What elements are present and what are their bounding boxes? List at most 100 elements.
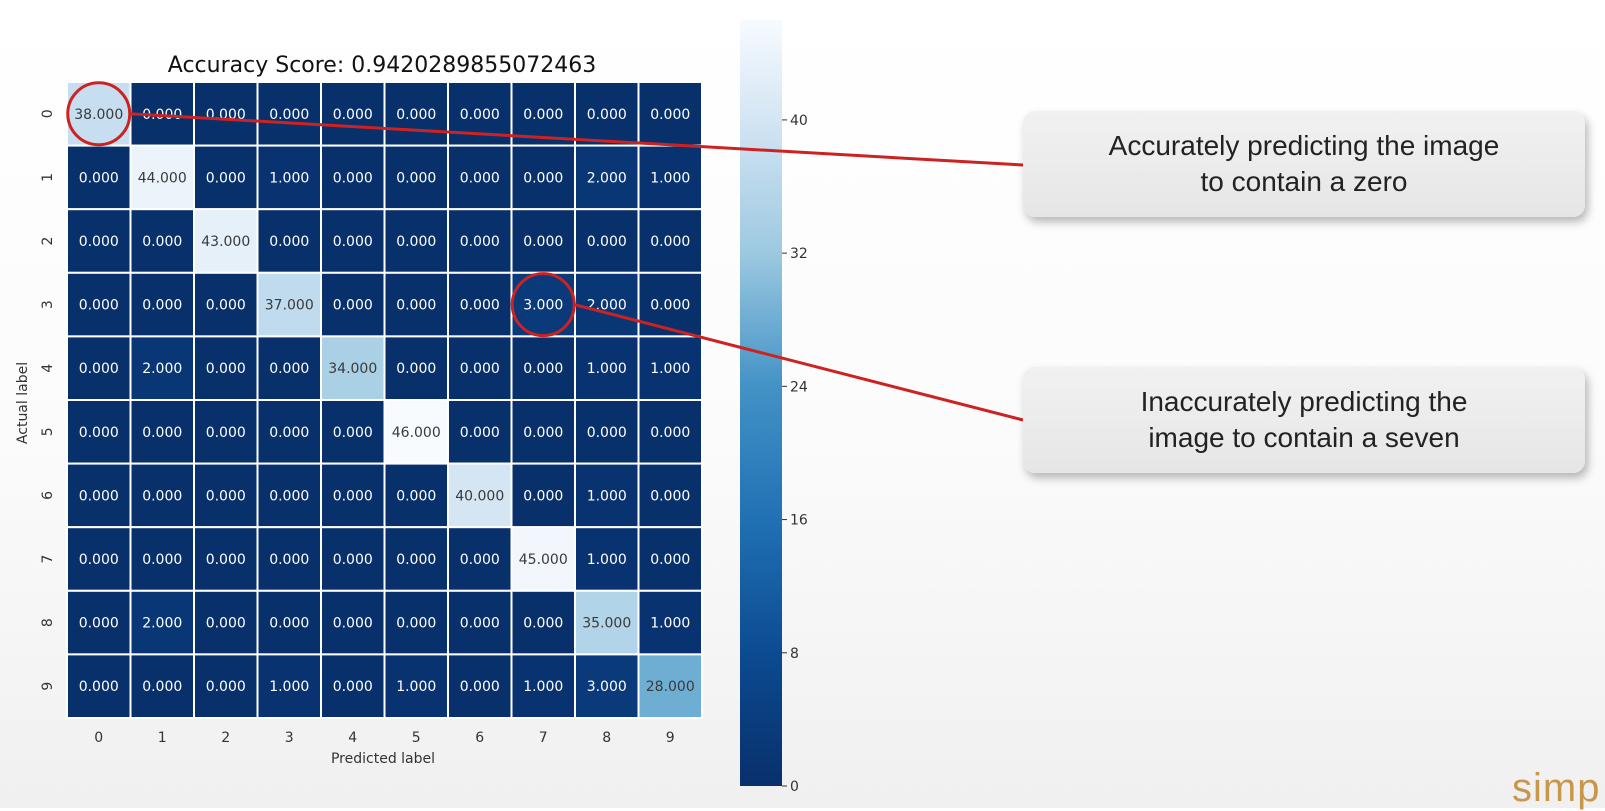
heatmap-cell-2-9 [637,208,703,274]
colorbar [740,20,782,786]
heatmap-cell-1-4 [320,144,386,211]
callout-incorrect-seven-text: Inaccurately predicting the image to con… [1140,386,1468,453]
cell-value-3-8: 2.000 [587,298,627,314]
heatmap-cell-9-1 [129,653,195,720]
cell-value-9-4: 0.000 [333,679,373,695]
cell-value-2-9: 0.000 [650,234,690,250]
x-tick-label: 6 [475,730,484,746]
heatmap-cell-0-7 [510,81,576,147]
cell-value-6-3: 0.000 [269,488,309,504]
cell-value-1-5: 0.000 [396,170,436,186]
cell-value-3-4: 0.000 [333,298,373,314]
cell-value-7-1: 0.000 [142,552,182,568]
heatmap-cell-1-6 [447,144,513,211]
cell-value-4-7: 0.000 [523,361,563,377]
heatmap-cell-6-9 [637,462,703,529]
heatmap-cell-1-7 [510,144,576,211]
heatmap-cell-5-9 [637,399,703,465]
cell-value-7-7: 45.000 [519,552,568,568]
cell-value-9-5: 1.000 [396,679,436,695]
heatmap-cell-1-2 [193,144,259,211]
y-tick-label: 8 [40,618,56,627]
heatmap-cell-0-9 [637,81,703,147]
heatmap-cell-1-5 [383,144,449,211]
colorbar-tick-label: 8 [790,646,799,662]
cell-value-2-0: 0.000 [79,234,119,250]
heatmap-cell-7-7 [510,526,576,592]
cell-value-9-6: 0.000 [460,679,500,695]
cell-value-7-9: 0.000 [650,552,690,568]
cell-value-0-8: 0.000 [587,107,627,123]
annotations [66,81,1024,422]
cell-value-8-3: 0.000 [269,616,309,632]
colorbar-tick-label: 0 [790,779,799,795]
heatmap-cell-4-0 [66,335,132,401]
heatmap-cell-2-2 [193,208,259,274]
cell-value-1-1: 44.000 [138,170,187,186]
heatmap-cell-6-4 [320,462,386,529]
heatmap-cell-2-4 [320,208,386,274]
heatmap-cell-6-1 [129,462,195,529]
cell-value-7-5: 0.000 [396,552,436,568]
cell-value-2-8: 0.000 [587,234,627,250]
cell-value-2-7: 0.000 [523,234,563,250]
heatmap-cell-5-8 [574,399,640,465]
cell-value-5-7: 0.000 [523,425,563,441]
heatmap-cell-8-6 [447,589,513,656]
heatmap-cell-9-2 [193,653,259,720]
x-tick-label: 0 [94,730,103,746]
heatmap-cell-4-8 [574,335,640,401]
heatmap-cell-2-5 [383,208,449,274]
cell-value-labels: 38.000 0.000 0.000 0.000 0.000 0.000 0.000 0.00… [74,107,695,695]
cell-value-5-6: 0.000 [460,425,500,441]
heatmap-cell-4-9 [637,335,703,401]
y-tick-label: 6 [40,491,56,500]
heatmap-cell-4-3 [256,335,322,401]
cell-value-4-6: 0.000 [460,361,500,377]
y-tick-label: 5 [40,427,56,436]
cell-value-9-9: 28.000 [646,679,695,695]
callout-incorrect-seven: Inaccurately predicting the image to con… [1023,367,1585,473]
cell-value-5-9: 0.000 [650,425,690,441]
cell-value-3-1: 0.000 [142,298,182,314]
cell-value-3-7: 3.000 [523,298,563,314]
cell-value-1-4: 0.000 [333,170,373,186]
cell-value-3-9: 0.000 [650,298,690,314]
x-axis-label: Predicted label [331,751,435,767]
chart-title: Accuracy Score: 0.9420289855072463 [168,53,596,78]
heatmap-cell-0-2 [193,81,259,147]
heatmap-cell-2-0 [66,208,132,274]
heatmap-cell-6-3 [256,462,322,529]
cell-value-6-8: 1.000 [587,488,627,504]
y-tick-label: 3 [40,300,56,309]
heatmap-cell-7-1 [129,526,195,592]
leader-line [573,303,1024,422]
cell-value-7-6: 0.000 [460,552,500,568]
cell-value-2-1: 0.000 [142,234,182,250]
heatmap-cell-5-0 [66,399,132,465]
cell-value-8-8: 35.000 [582,616,631,632]
cell-value-0-7: 0.000 [523,107,563,123]
cell-value-9-3: 1.000 [269,679,309,695]
y-tick-label: 2 [40,237,56,246]
cell-value-3-3: 37.000 [265,298,314,314]
y-tick-label: 7 [40,555,56,564]
x-tick-label: 8 [602,730,611,746]
colorbar-tick-label: 40 [790,113,808,129]
cell-value-8-7: 0.000 [523,616,563,632]
y-tick-label: 1 [40,173,56,182]
cell-value-1-3: 1.000 [269,170,309,186]
cell-value-0-5: 0.000 [396,107,436,123]
cell-value-8-1: 2.000 [142,616,182,632]
cell-value-6-7: 0.000 [523,488,563,504]
cell-value-4-8: 1.000 [587,361,627,377]
cell-value-8-2: 0.000 [206,616,246,632]
colorbar-tick-label: 24 [790,379,808,395]
cell-value-0-0: 38.000 [74,107,123,123]
heatmap-cell-2-3 [256,208,322,274]
cell-value-2-2: 43.000 [201,234,250,250]
cell-value-7-4: 0.000 [333,552,373,568]
heatmap-cell-0-8 [574,81,640,147]
cell-value-4-2: 0.000 [206,361,246,377]
